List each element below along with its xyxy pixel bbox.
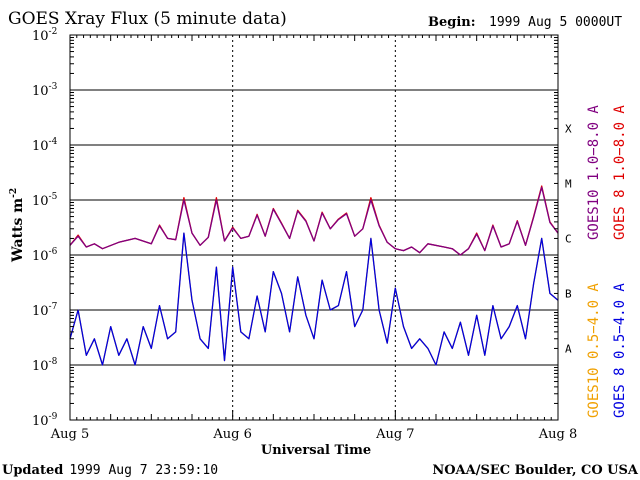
x-axis-label: Universal Time [261,443,371,458]
y-tick-label-6: 10-8 [32,357,58,374]
y-tick-label-1: 10-3 [32,82,58,99]
footer-updated-time: 1999 Aug 7 23:59:10 [69,463,218,478]
flare-class-labels: X M C B A [565,122,572,355]
y-axis-label: Watts m-2 [9,188,26,263]
y-tick-label-exp-5: -7 [49,302,58,312]
y-tick-label-base-4: 10 [32,249,49,264]
y-tick-label-0: 10-2 [32,27,57,44]
y-tick-label-exp-2: -4 [49,137,58,147]
y-tick-label-7: 10-9 [32,412,58,429]
x-tick-label-2: Aug 7 [375,427,415,442]
series-line-1 [69,186,559,256]
y-tick-label-5: 10-7 [32,302,58,319]
legend: GOES10 1.0−8.0 A GOES 8 1.0−8.0 A GOES10 0… [586,105,628,418]
flare-class-c: C [565,232,572,245]
y-tick-label-2: 10-4 [32,137,58,154]
y-tick-label-base-7: 10 [32,414,49,429]
legend-entry-2: GOES10 0.5−4.0 A [586,283,602,418]
y-tick-label-exp-4: -6 [49,247,58,257]
series-layer [69,185,559,366]
legend-entry-3: GOES 8 0.5−4.0 A [612,283,628,418]
flare-class-m: M [565,177,572,190]
y-tick-label-3: 10-5 [32,192,58,209]
y-tick-label-base-0: 10 [32,29,49,44]
legend-entry-1: GOES 8 1.0−8.0 A [612,105,628,240]
y-axis-ticks: 10-210-310-410-510-610-710-810-9 [32,27,558,429]
y-tick-label-base-5: 10 [32,304,49,319]
flare-class-b: B [565,287,572,300]
y-tick-label-exp-1: -3 [49,82,58,92]
y-axis-label-text: Watts m [10,198,26,263]
chart-title: GOES Xray Flux (5 minute data) [8,9,287,29]
footer-updated-label: Updated [2,463,63,478]
x-tick-label-1: Aug 6 [212,427,252,442]
y-tick-label-base-6: 10 [32,359,49,374]
y-tick-label-base-3: 10 [32,194,49,209]
series-line-3 [69,232,559,366]
y-axis-label-sup: -2 [9,188,19,198]
footer-updated: Updated 1999 Aug 7 23:59:10 [2,463,218,478]
y-tick-label-exp-3: -5 [49,192,58,202]
y-tick-label-4: 10-6 [32,247,58,264]
begin-label: Begin: [428,15,476,30]
y-tick-label-exp-7: -9 [49,412,58,422]
footer-credit: NOAA/SEC Boulder, CO USA [432,463,639,478]
x-axis-ticks: Aug 5 Aug 6 Aug 7 Aug 8 [50,35,578,442]
grid-lines [70,35,558,420]
flare-class-x: X [565,122,572,135]
y-tick-label-base-2: 10 [32,139,49,154]
y-tick-label-exp-6: -8 [49,357,58,367]
y-tick-label-base-1: 10 [32,84,49,99]
legend-entry-0: GOES10 1.0−8.0 A [586,105,602,240]
flare-class-a: A [565,342,572,355]
begin-value: 1999 Aug 5 0000UT [489,15,622,30]
x-tick-label-0: Aug 5 [50,427,90,442]
y-tick-label-exp-0: -2 [49,27,58,37]
x-tick-label-3: Aug 8 [538,427,578,442]
